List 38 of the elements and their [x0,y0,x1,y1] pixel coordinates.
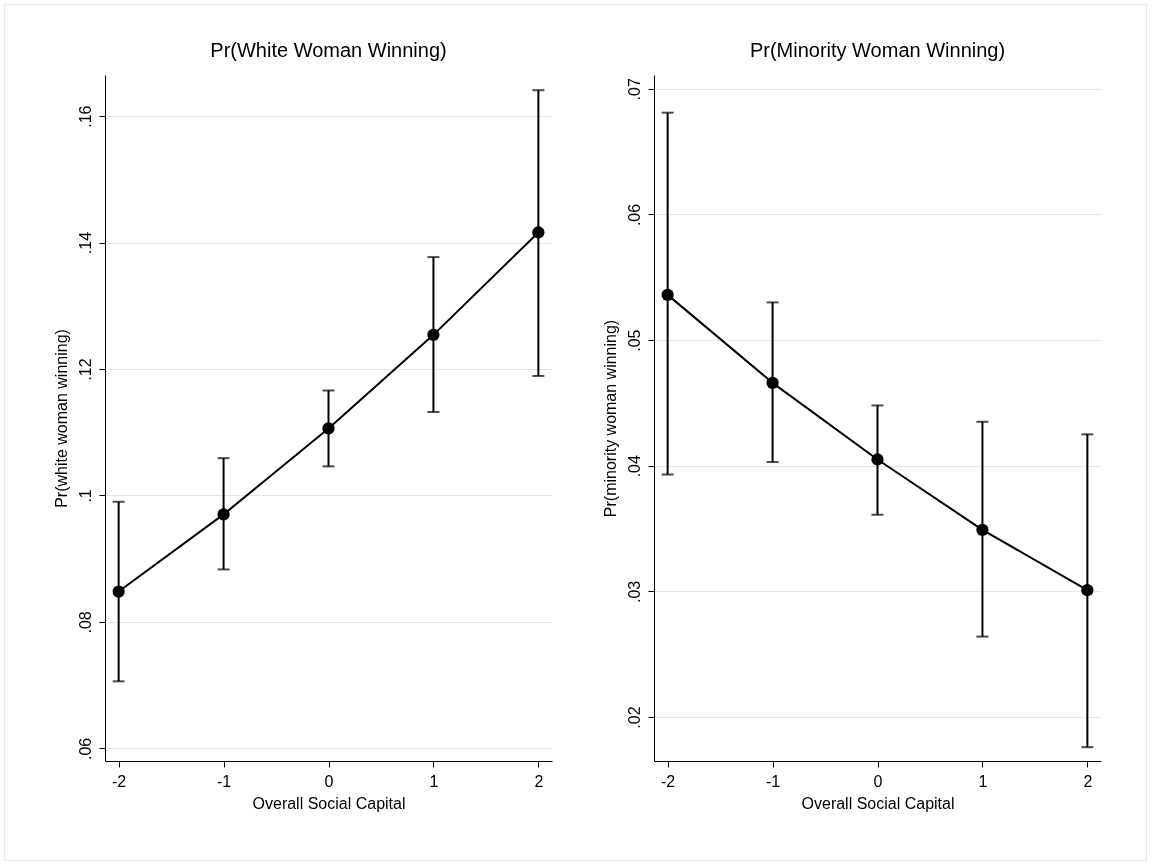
chart-title: Pr(White Woman Winning) [210,39,447,61]
point [1081,584,1094,597]
point [112,585,125,598]
x-tick-label: -2 [112,772,127,790]
y-tick-label: .05 [625,329,643,352]
y-tick-label: .07 [625,78,643,101]
y-tick-label: .12 [76,358,94,381]
y-tick-label: .08 [76,611,94,634]
point [427,328,440,341]
y-tick-label: .14 [76,231,94,255]
point [661,288,674,301]
point [322,422,335,435]
y-axis-title: Pr(white woman winning) [52,329,70,508]
chart-title: Pr(Minority Woman Winning) [749,39,1006,61]
x-tick-label: 2 [1083,772,1093,790]
x-tick-label: 2 [534,772,544,790]
x-tick-label: -1 [216,772,232,790]
point [871,453,884,466]
y-axis-title: Pr(minority woman winning) [601,319,619,518]
point [976,523,989,536]
x-axis-title: Overall Social Capital [252,794,406,812]
x-tick-label: -1 [765,772,781,790]
x-tick-label: 0 [873,772,883,790]
y-tick-label: .03 [625,580,643,604]
point [532,226,545,239]
x-tick-label: -2 [661,772,676,790]
x-axis-title: Overall Social Capital [801,794,955,812]
y-tick-label: .16 [76,105,94,128]
y-tick-label: .04 [625,455,643,478]
x-tick-label: 1 [978,772,988,790]
y-tick-label: .02 [625,706,643,729]
y-tick-label: .1 [76,489,94,503]
x-tick-label: 0 [324,772,334,790]
point [766,376,779,389]
point [217,508,230,521]
y-tick-label: .06 [76,737,94,760]
x-tick-label: 1 [429,772,439,790]
y-tick-label: .06 [625,203,643,227]
